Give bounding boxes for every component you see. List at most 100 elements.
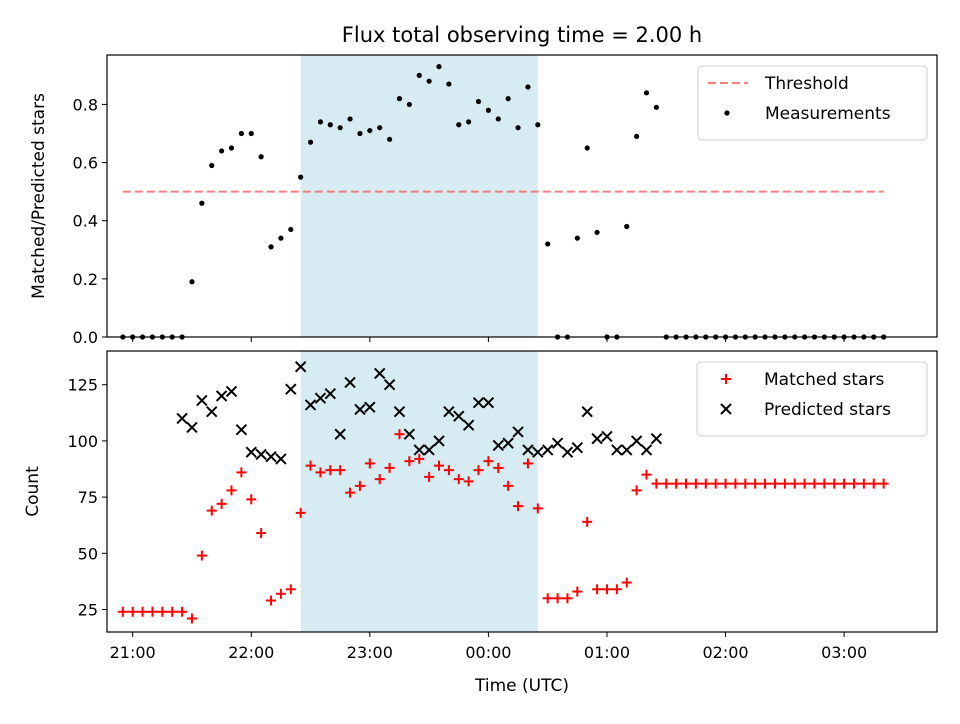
data-point [601, 430, 613, 443]
data-point [760, 478, 771, 489]
data-point [472, 396, 485, 409]
data-point [552, 593, 563, 604]
data-point [643, 90, 650, 96]
y-tick-label: 25 [78, 601, 98, 620]
data-point [127, 606, 138, 617]
data-point [206, 405, 218, 418]
data-point [505, 96, 511, 102]
x-tick-label: 22:00 [228, 643, 274, 662]
data-point [186, 421, 198, 434]
legend-plus-swatch [721, 374, 731, 384]
data-point [621, 444, 633, 456]
legend-cross-swatch-b [720, 403, 732, 415]
data-point [295, 507, 306, 518]
data-point [206, 505, 217, 516]
data-point-b [541, 444, 554, 456]
data-point-b [176, 412, 188, 425]
data-point [849, 478, 859, 489]
data-point [384, 462, 395, 473]
data-point [485, 107, 492, 113]
data-point [334, 428, 346, 440]
data-point [700, 478, 711, 489]
data-point [364, 401, 376, 413]
data-point [117, 606, 128, 617]
data-point-b [393, 405, 406, 418]
chart-title: Flux total observing time = 2.00 h [342, 23, 702, 47]
y-tick-label: 0.2 [73, 270, 98, 289]
data-point-b [304, 399, 317, 411]
data-point [288, 226, 294, 233]
data-point-b [453, 410, 465, 422]
data-point-b [255, 448, 267, 461]
data-point-b [433, 435, 445, 447]
data-point [396, 96, 403, 102]
data-point [219, 148, 225, 154]
data-point [414, 453, 425, 464]
data-point [522, 444, 534, 456]
data-point [228, 145, 235, 151]
series-0 [117, 429, 889, 624]
data-point [298, 174, 304, 180]
data-point [671, 478, 682, 489]
y-tick-label: 100 [67, 432, 98, 451]
data-point [512, 426, 524, 438]
data-point [186, 613, 197, 624]
data-point-b [443, 405, 455, 418]
data-point [424, 471, 435, 482]
data-point [456, 122, 462, 128]
data-point [423, 444, 435, 456]
data-point [542, 593, 553, 604]
data-point [325, 465, 336, 476]
data-point-b [245, 446, 257, 458]
data-point-b [630, 435, 643, 447]
data-point [434, 460, 444, 471]
data-point [354, 403, 366, 416]
y-axis-label: Count [23, 466, 43, 517]
data-point [265, 450, 277, 463]
data-point [335, 465, 346, 476]
data-point [545, 241, 551, 247]
data-point [285, 383, 297, 395]
x-tick-label: 01:00 [584, 643, 630, 662]
data-point [404, 456, 415, 467]
data-point [256, 528, 267, 539]
data-point-b [621, 444, 633, 456]
data-point-b [532, 446, 544, 458]
data-point-b [314, 392, 327, 404]
data-point [483, 456, 494, 467]
data-point [226, 485, 237, 496]
data-point-b [551, 437, 564, 449]
data-point [209, 162, 215, 169]
data-point [503, 480, 514, 491]
data-point-b [374, 367, 386, 380]
data-point [868, 478, 879, 489]
data-point [176, 412, 188, 425]
top-panel: 0.0 0.2 0.4 0.6 0.8 Matched/Predicted stars Fl… [29, 23, 938, 347]
data-point [720, 478, 731, 489]
data-point-b [196, 394, 208, 407]
data-point [377, 125, 383, 131]
data-point [624, 223, 630, 230]
data-point [314, 392, 327, 404]
data-point-b [383, 379, 396, 391]
data-point [426, 78, 432, 84]
x-tick-label: 23:00 [347, 643, 393, 662]
data-point [492, 439, 504, 452]
data-point [582, 516, 593, 527]
data-point [315, 467, 326, 478]
data-point [344, 376, 356, 389]
data-point [730, 478, 741, 489]
legend: Matched stars Predicted stars [696, 361, 928, 437]
x-tick-label: 02:00 [702, 643, 748, 662]
data-point [285, 584, 296, 595]
data-point [137, 606, 148, 617]
data-point [225, 385, 238, 398]
data-point [413, 444, 425, 456]
data-point [345, 487, 356, 498]
data-point-b [640, 444, 653, 456]
data-point [653, 104, 659, 110]
data-point [416, 72, 422, 78]
data-point-b [571, 441, 584, 454]
data-point-b [364, 401, 376, 413]
data-point-b [344, 376, 356, 389]
